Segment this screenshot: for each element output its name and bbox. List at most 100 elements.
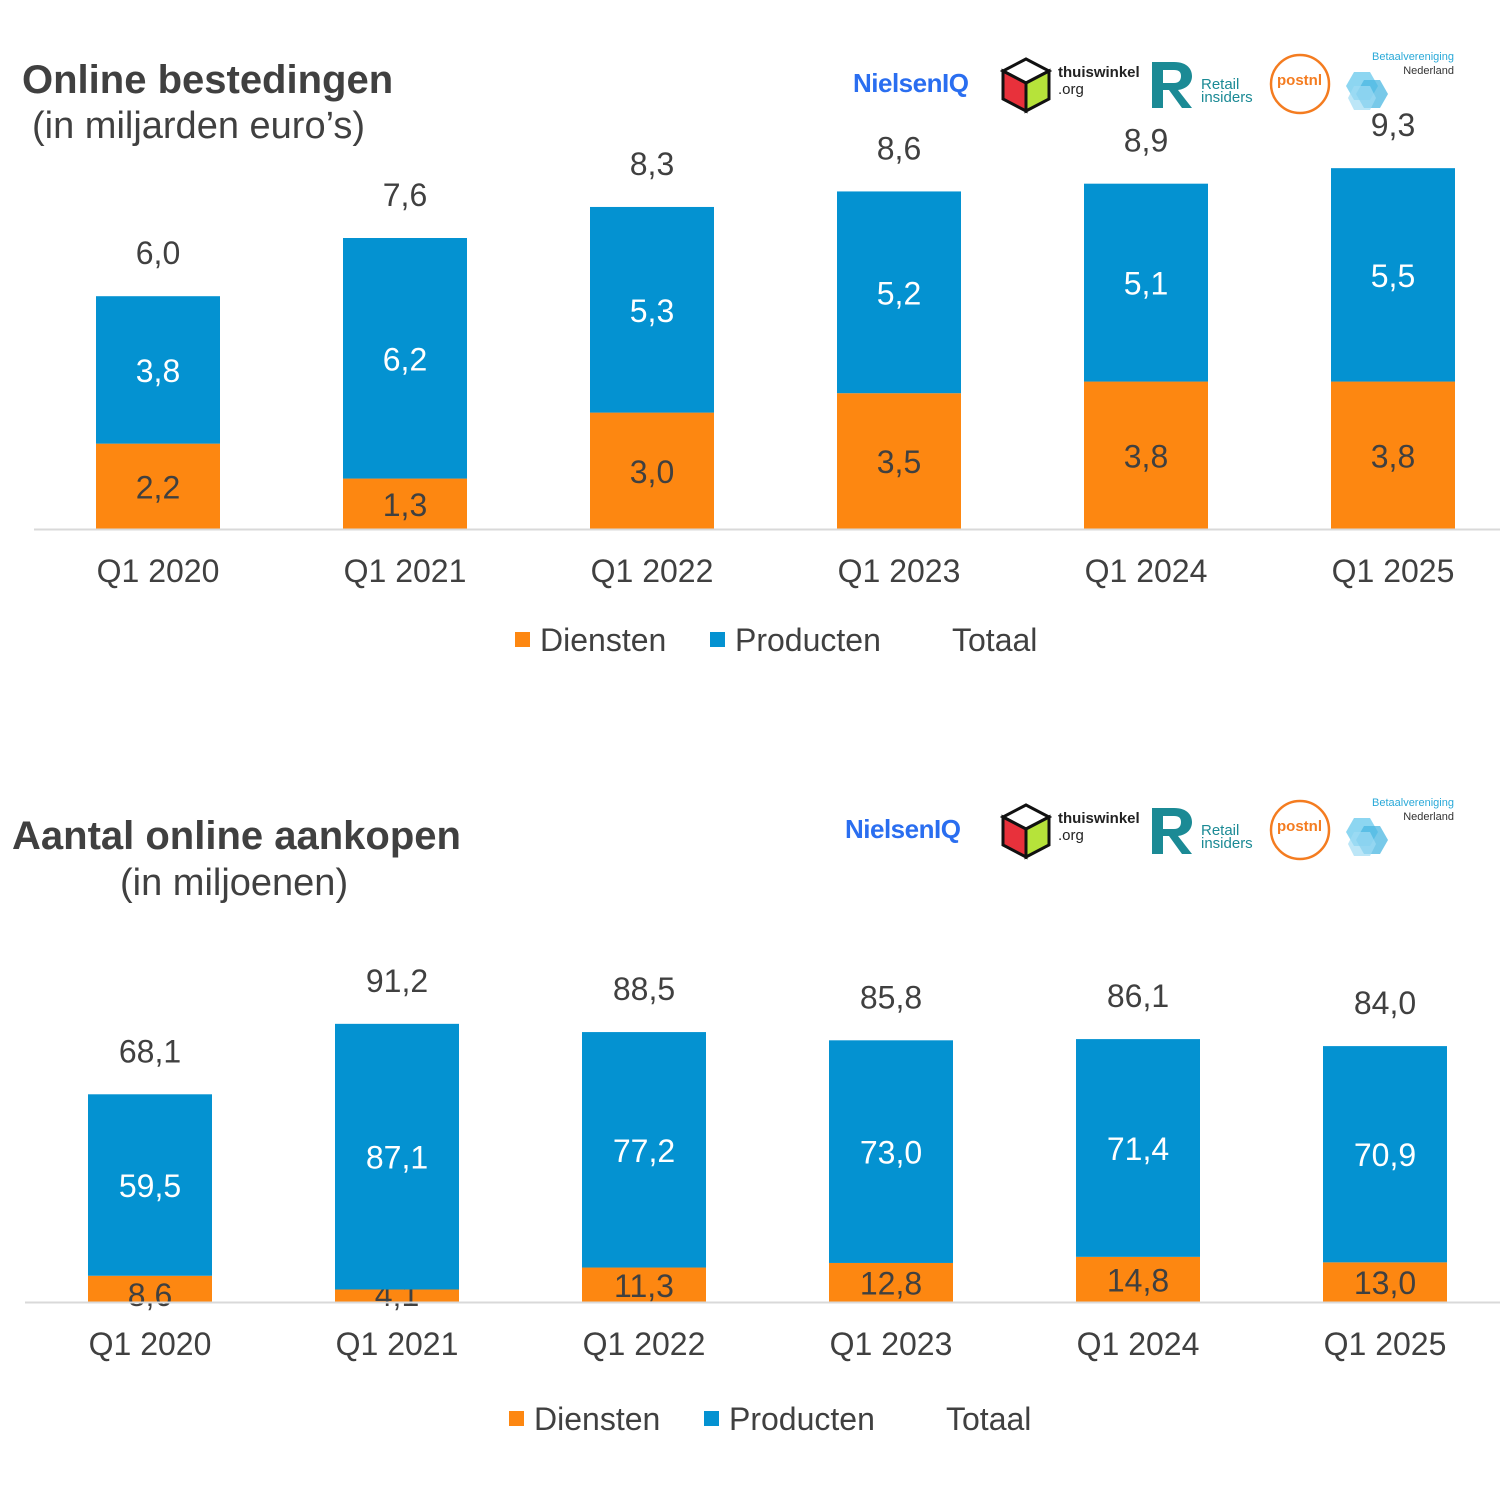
x-tick-label-1: Q1 2020	[97, 553, 220, 589]
data-label-producten-3: 77,2	[613, 1133, 675, 1169]
chart-subtitle: (in miljoenen)	[120, 862, 349, 904]
data-label-diensten-3: 11,3	[614, 1268, 674, 1304]
retail-insiders-logo-text: Retail insiders	[1201, 76, 1253, 106]
nielseniq-logo: NielsenIQ	[845, 814, 961, 844]
bar-diensten-5	[1076, 1256, 1200, 1302]
data-label-producten-2: 6,2	[383, 341, 427, 377]
bar-producten-4	[829, 1040, 953, 1263]
thuiswinkel-domain: .org	[1058, 827, 1084, 844]
retail-insiders-r-icon	[1152, 808, 1192, 854]
x-tick-label-4: Q1 2023	[830, 1326, 953, 1362]
partner-logos: NielsenIQ thuiswinkel .org Retail inside…	[845, 50, 1485, 120]
retail-insiders-line1: Retail	[1201, 822, 1240, 839]
x-tick-label-6: Q1 2025	[1324, 1326, 1447, 1362]
postnl-icon	[1269, 799, 1331, 861]
legend-swatch-diensten	[509, 1411, 524, 1427]
postnl-logo-text: postnl	[1277, 72, 1322, 89]
bar-diensten-4	[829, 1262, 953, 1302]
bar-producten-2	[335, 1023, 459, 1290]
bar-diensten-3	[590, 412, 714, 529]
bar-producten-1	[96, 296, 220, 444]
legend-label-diensten: Diensten	[534, 1401, 661, 1437]
bar-diensten-2	[335, 1289, 459, 1302]
partner-logos: NielsenIQ thuiswinkel .org Retail inside…	[845, 796, 1485, 866]
data-label-total-3: 88,5	[613, 971, 675, 1007]
bar-producten-4	[837, 191, 961, 394]
data-label-diensten-2: 1,3	[383, 487, 427, 523]
legend-swatch-diensten	[515, 632, 530, 648]
chart-title: Aantal online aankopen	[12, 814, 461, 858]
data-label-total-3: 8,3	[630, 146, 674, 182]
legend-label-producten: Producten	[729, 1401, 875, 1437]
data-label-total-4: 8,6	[877, 130, 921, 166]
retail-insiders-line1: Retail	[1201, 76, 1240, 93]
chart-panel-purchases: Aantal online aankopen (in miljoenen) Ni…	[0, 740, 1500, 1500]
data-label-total-1: 68,1	[119, 1033, 181, 1069]
legend-item-diensten: Diensten	[515, 622, 666, 659]
data-label-total-6: 84,0	[1354, 985, 1416, 1021]
legend-swatch-producten	[704, 1411, 719, 1427]
postnl-logo-text: postnl	[1277, 818, 1322, 835]
data-label-total-6: 9,3	[1371, 107, 1415, 143]
betaalvereniging-country: Nederland	[1403, 811, 1454, 823]
thuiswinkel-cube-icon	[1000, 803, 1052, 860]
chart-title: Online bestedingen	[22, 58, 394, 102]
x-tick-label-4: Q1 2023	[838, 553, 961, 589]
bar-producten-3	[590, 206, 714, 413]
data-label-total-4: 85,8	[860, 979, 922, 1015]
x-tick-label-2: Q1 2021	[336, 1326, 459, 1362]
nielseniq-logo: NielsenIQ	[853, 68, 969, 98]
bar-producten-6	[1323, 1046, 1447, 1263]
data-label-producten-5: 71,4	[1107, 1131, 1169, 1167]
chart-panel-spending: Online bestedingen (in miljarden euro’s)…	[0, 0, 1500, 720]
data-label-producten-1: 59,5	[119, 1168, 181, 1204]
data-label-diensten-3: 3,0	[630, 454, 674, 490]
legend-item-totaal: Totaal	[952, 622, 1037, 659]
spending-bar-chart: 2,2 3,8 6,0 Q1 2020 1,3 6,2 7,6 Q1 2021 3,0 5,3 8,…	[34, 107, 1500, 589]
x-tick-label-1: Q1 2020	[89, 1326, 212, 1362]
legend-label-producten: Producten	[735, 622, 881, 658]
retail-insiders-line2: insiders	[1201, 89, 1253, 106]
thuiswinkel-cube-icon	[1000, 57, 1052, 114]
x-tick-label-2: Q1 2021	[344, 553, 467, 589]
legend-item-producten: Producten	[704, 1401, 875, 1438]
bar-producten-2	[343, 238, 467, 479]
bar-producten-5	[1076, 1039, 1200, 1257]
betaalvereniging-icon	[1346, 818, 1388, 856]
data-label-producten-4: 5,2	[877, 275, 921, 311]
data-label-producten-5: 5,1	[1124, 266, 1168, 302]
thuiswinkel-domain: .org	[1058, 81, 1084, 98]
x-tick-label-6: Q1 2025	[1332, 553, 1455, 589]
bar-diensten-1	[88, 1275, 212, 1302]
data-label-producten-6: 5,5	[1371, 258, 1415, 294]
legend-item-totaal: Totaal	[946, 1401, 1031, 1438]
data-label-diensten-6: 3,8	[1371, 438, 1415, 474]
legend-swatch-producten	[710, 632, 725, 648]
legend-label-totaal: Totaal	[952, 622, 1038, 658]
betaalvereniging-icon	[1346, 72, 1388, 110]
data-label-producten-2: 87,1	[366, 1140, 428, 1176]
data-label-diensten-5: 3,8	[1124, 438, 1168, 474]
betaalvereniging-country: Nederland	[1403, 65, 1454, 77]
betaalvereniging-logo-text: Betaalvereniging Nederland	[1372, 50, 1454, 78]
retail-insiders-logo-text: Retail insiders	[1201, 822, 1253, 852]
data-label-producten-6: 70,9	[1354, 1137, 1416, 1173]
data-label-total-2: 91,2	[366, 963, 428, 999]
bar-producten-1	[88, 1094, 212, 1276]
bar-diensten-1	[96, 443, 220, 529]
x-tick-label-5: Q1 2024	[1085, 553, 1208, 589]
bar-producten-6	[1331, 168, 1455, 382]
data-label-diensten-6: 13,0	[1354, 1265, 1416, 1301]
retail-insiders-line2: insiders	[1201, 835, 1253, 852]
x-tick-label-5: Q1 2024	[1077, 1326, 1200, 1362]
bar-diensten-6	[1323, 1262, 1447, 1302]
x-tick-label-3: Q1 2022	[591, 553, 714, 589]
bar-diensten-2	[343, 478, 467, 529]
data-label-diensten-1: 8,6	[128, 1277, 172, 1313]
thuiswinkel-name: thuiswinkel	[1058, 64, 1140, 81]
legend-item-diensten: Diensten	[509, 1401, 660, 1438]
chart-subtitle: (in miljarden euro’s)	[32, 105, 365, 147]
betaalvereniging-name: Betaalvereniging	[1372, 51, 1454, 63]
bar-diensten-6	[1331, 381, 1455, 529]
data-label-diensten-5: 14,8	[1107, 1262, 1169, 1298]
